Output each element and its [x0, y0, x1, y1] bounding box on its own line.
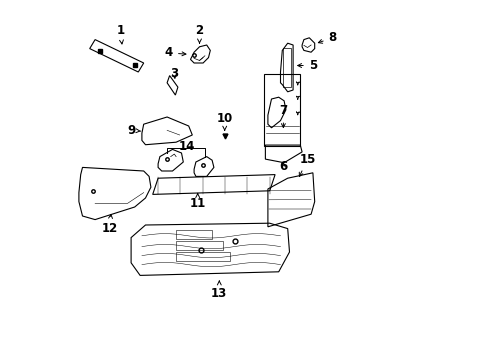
- Text: 15: 15: [299, 153, 315, 176]
- Bar: [176, 230, 212, 239]
- Text: 8: 8: [318, 31, 336, 44]
- Bar: [264, 74, 300, 146]
- Text: 7: 7: [279, 104, 287, 127]
- Text: 10: 10: [216, 112, 232, 130]
- Bar: [176, 241, 223, 250]
- Bar: [283, 48, 290, 87]
- Bar: [176, 252, 230, 261]
- Text: 2: 2: [195, 24, 203, 43]
- Text: 4: 4: [164, 46, 185, 59]
- Text: 13: 13: [211, 281, 227, 300]
- Text: 6: 6: [279, 160, 287, 173]
- Text: 9: 9: [127, 124, 141, 137]
- Text: 12: 12: [101, 215, 118, 235]
- Text: 3: 3: [170, 67, 178, 80]
- Text: 5: 5: [297, 59, 316, 72]
- Text: 11: 11: [189, 194, 205, 210]
- Text: 14: 14: [178, 140, 195, 153]
- Text: 1: 1: [116, 24, 124, 44]
